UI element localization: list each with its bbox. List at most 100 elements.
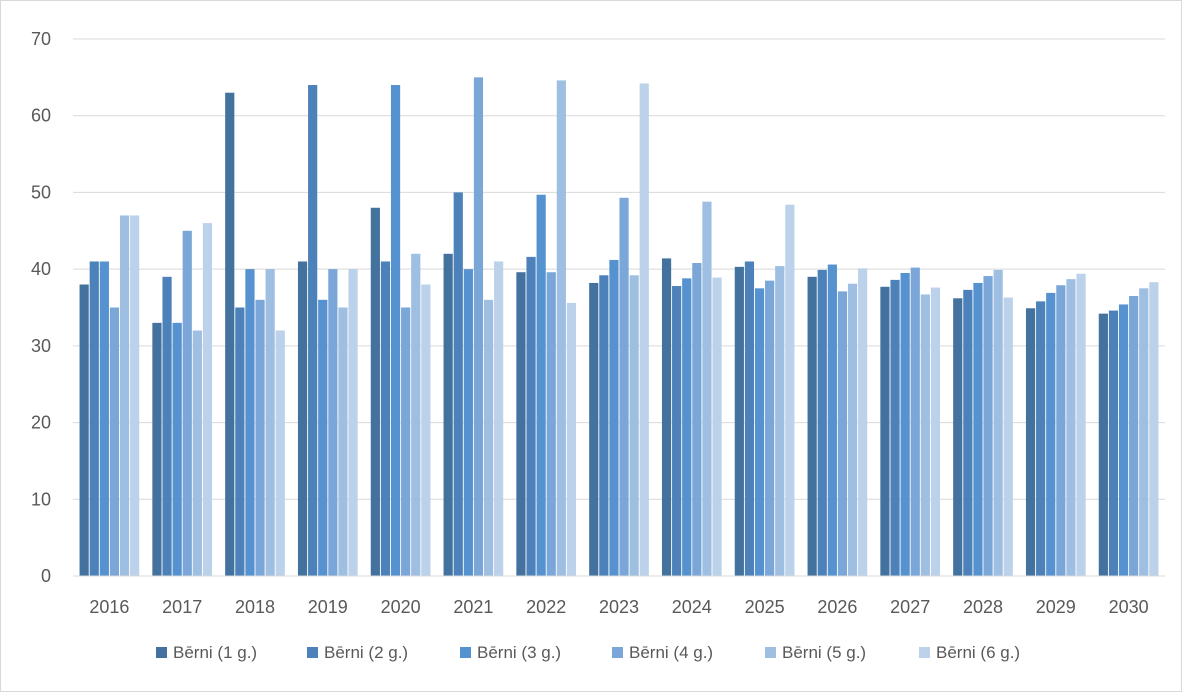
bar: [235, 307, 245, 576]
x-tick-label: 2028: [963, 597, 1003, 617]
legend-label: Bērni (6 g.): [936, 643, 1020, 662]
x-tick-label: 2023: [599, 597, 639, 617]
x-tick-label: 2026: [817, 597, 857, 617]
bar: [245, 269, 255, 576]
x-tick-label: 2016: [89, 597, 129, 617]
x-tick-label: 2025: [745, 597, 785, 617]
bar: [297, 261, 308, 576]
legend-item: Bērni (1 g.): [156, 643, 257, 662]
bar: [817, 269, 827, 576]
legend-item: Bērni (2 g.): [307, 643, 408, 662]
bar: [837, 291, 848, 576]
bar: [483, 299, 494, 576]
bar: [255, 299, 265, 576]
legend-label: Bērni (2 g.): [324, 643, 408, 662]
bar: [672, 286, 682, 576]
bar: [162, 276, 172, 576]
bar: [1025, 308, 1036, 576]
bar: [589, 282, 599, 576]
bar: [1036, 301, 1046, 576]
y-tick-label: 70: [31, 29, 51, 49]
bar: [639, 83, 649, 576]
x-tick-label: 2030: [1109, 597, 1149, 617]
bar: [599, 275, 609, 576]
bar: [754, 288, 765, 576]
legend-swatch: [460, 647, 471, 658]
bar: [993, 269, 1003, 576]
bar: [1139, 288, 1149, 576]
bar: [526, 256, 536, 576]
bar: [172, 322, 182, 576]
bar: [546, 272, 556, 576]
bar: [401, 307, 411, 576]
legend-label: Bērni (4 g.): [629, 643, 713, 662]
y-tick-label: 10: [31, 489, 51, 509]
bar: [1003, 297, 1013, 576]
bar: [930, 287, 941, 576]
legend-swatch: [612, 647, 623, 658]
bar: [473, 77, 484, 576]
legend-item: Bērni (3 g.): [460, 643, 561, 662]
x-tick-label: 2027: [890, 597, 930, 617]
bar: [785, 204, 795, 576]
x-tick-label: 2022: [526, 597, 566, 617]
bar: [463, 269, 473, 576]
bar: [130, 215, 140, 576]
legend-swatch: [156, 647, 167, 658]
bar: [308, 85, 318, 577]
bar: [1118, 304, 1129, 576]
bar: [348, 269, 358, 576]
bar: [152, 322, 162, 576]
y-tick-label: 20: [31, 413, 51, 433]
bar: [1076, 273, 1086, 576]
bar: [265, 269, 275, 576]
legend-swatch: [307, 647, 318, 658]
x-tick-label: 2019: [308, 597, 348, 617]
bar: [827, 264, 837, 576]
bar: [275, 330, 285, 576]
bar: [1056, 285, 1066, 576]
bar: [192, 330, 202, 576]
x-tick-label: 2029: [1036, 597, 1076, 617]
bar: [1046, 292, 1056, 576]
bar: [411, 253, 421, 577]
bars: [79, 77, 1159, 577]
bar: [682, 278, 692, 576]
x-tick-label: 2018: [235, 597, 275, 617]
legend: Bērni (1 g.) Bērni (2 g.) Bērni (3 g.) Bērn…: [156, 643, 1020, 662]
bar: [619, 197, 629, 576]
y-tick-label: 50: [31, 182, 51, 202]
bar: [536, 194, 546, 577]
legend-item: Bērni (4 g.): [612, 643, 713, 662]
bar: [453, 192, 463, 576]
bar: [900, 272, 910, 576]
bar: [380, 261, 391, 576]
legend-swatch: [919, 647, 930, 658]
bar: [1129, 295, 1139, 576]
bar: [1149, 282, 1159, 576]
bar: [858, 268, 868, 576]
bar: [661, 258, 672, 576]
x-tick-label: 2020: [381, 597, 421, 617]
bar: [692, 263, 702, 576]
gridlines: [73, 38, 1165, 500]
bar: [182, 230, 192, 577]
bar: [807, 276, 817, 576]
bar: [318, 299, 328, 576]
bar: [890, 279, 900, 576]
bar: [775, 266, 785, 576]
bar: [629, 275, 639, 576]
bar: [973, 282, 983, 576]
bar: [847, 283, 858, 576]
bar: [89, 261, 99, 576]
bar: [109, 307, 120, 576]
bar: [734, 266, 744, 576]
bar: [225, 92, 235, 576]
bar: [712, 277, 722, 576]
legend-item: Bērni (6 g.): [919, 643, 1020, 662]
bar: [494, 261, 504, 576]
bar: [516, 272, 526, 576]
bar: [370, 207, 380, 576]
